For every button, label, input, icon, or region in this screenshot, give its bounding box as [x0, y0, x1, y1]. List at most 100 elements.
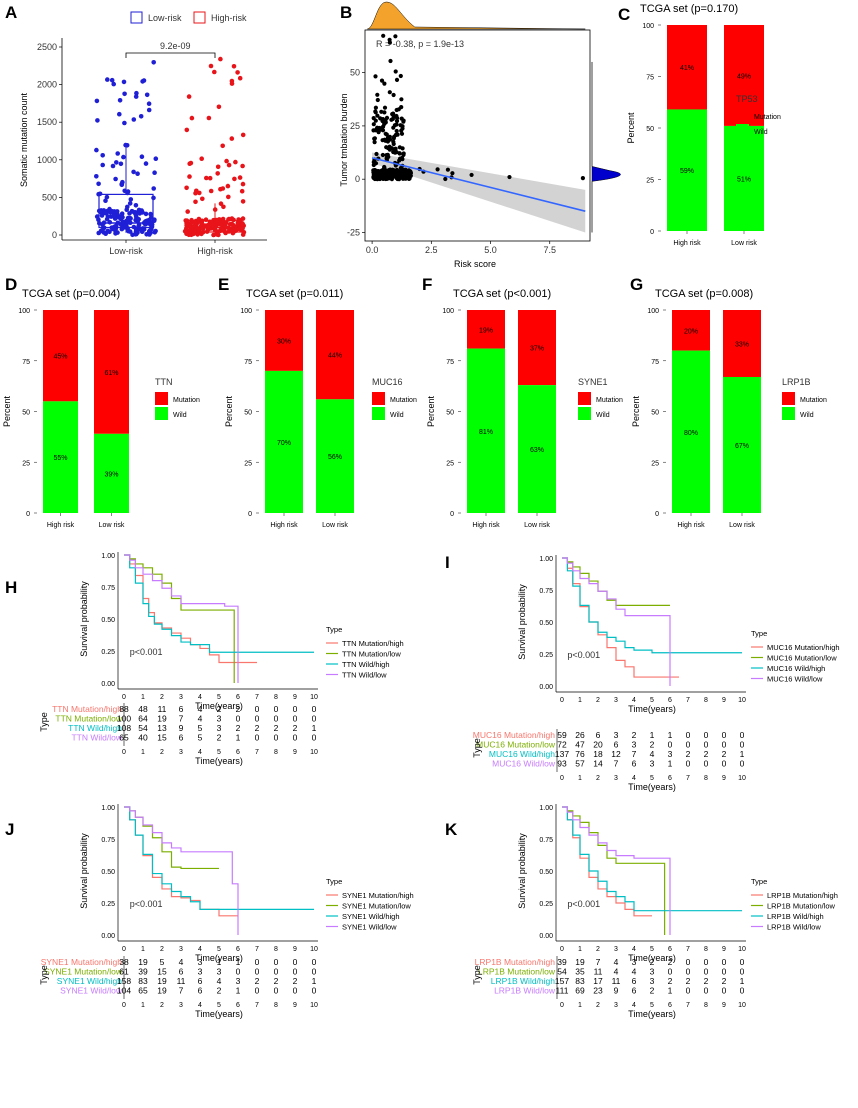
panel-a-point: [122, 91, 127, 97]
panel-a-point: [130, 209, 135, 214]
panel-a-point: [95, 118, 100, 123]
km-legend-label: SYNE1 Mutation/high: [342, 891, 414, 900]
panel-label-b: B: [340, 3, 352, 22]
risk-table-cell: 2: [668, 957, 673, 967]
panel-b-point: [375, 113, 380, 118]
risk-table-cell: 2: [632, 730, 637, 740]
risk-table-xlabel: Time(years): [628, 1009, 676, 1019]
risk-table-cell: 5: [198, 723, 203, 733]
panel-j-km-plot: 0.00 0.25 0.50 0.75 1.00 0 1 2 3 4 5 6 7 8 9 10 Time(yea…: [79, 804, 414, 963]
bar-ytick-label: 100: [642, 23, 654, 30]
risk-table-cell: 0: [722, 967, 727, 977]
risk-table-cell: 0: [312, 714, 317, 724]
panel-a-point: [115, 151, 120, 156]
risk-table-cell: 11: [612, 976, 621, 986]
km-xtick-label: 3: [179, 694, 183, 701]
panel-label-g: G: [630, 275, 643, 294]
risk-table-time-label: 9: [722, 775, 726, 782]
panel-a-point: [143, 161, 149, 166]
panel-a-point: [184, 218, 190, 223]
panel-a-point: [223, 222, 228, 227]
km-xtick-label: 6: [236, 946, 240, 953]
risk-table-cell: 0: [668, 740, 673, 750]
panel-a-point: [189, 115, 195, 121]
panel-a-point: [185, 209, 190, 214]
km-ytick-label: 0.50: [101, 869, 115, 876]
bar-legend-title: MUC16: [372, 377, 403, 387]
panel-a-point: [226, 216, 232, 222]
panel-a-point: [240, 199, 246, 204]
panel-b-point: [383, 138, 388, 143]
km-ylabel: Survival probability: [517, 833, 527, 909]
panel-b-point: [372, 140, 377, 145]
bar-xtick-label: High risk: [47, 522, 75, 529]
km-pvalue: p<0.001: [130, 899, 163, 909]
risk-table-time-label: 4: [198, 749, 202, 756]
risk-table-time-label: 4: [198, 1002, 202, 1009]
km-xtick-label: 2: [596, 946, 600, 953]
risk-table-cell: 2: [686, 976, 691, 986]
bar-wild-label: 56%: [328, 454, 342, 461]
panel-a-point: [120, 179, 125, 185]
km-legend-label: MUC16 Wild/low: [767, 675, 823, 684]
risk-table-cell: 35: [575, 967, 585, 977]
panel-e-stacked-bar: TCGA set (p=0.011) Percent 0 25 50 75 100 30% 70…: [224, 288, 417, 529]
panel-a-point: [124, 207, 129, 212]
bar-mutation-label: 44%: [328, 353, 342, 360]
km-xtick-label: 3: [179, 946, 183, 953]
risk-table-row-label: SYNE1 Mutation/low: [44, 967, 123, 977]
bar-wild-segment: [265, 370, 303, 513]
risk-table-cell: 2: [650, 740, 655, 750]
risk-table-cell: 3: [198, 957, 203, 967]
km-legend-label: SYNE1 Wild/low: [342, 923, 397, 932]
risk-table-cell: 6: [632, 976, 637, 986]
panel-label-e: E: [218, 275, 229, 294]
risk-table-cell: 0: [274, 957, 279, 967]
risk-table-time-label: 2: [596, 1002, 600, 1009]
risk-table-cell: 2: [255, 976, 260, 986]
panel-d-ylabel: Percent: [2, 395, 12, 427]
survival-panels: 0.000.250.500.751.000 1 2 3 4 5 6 7 8 9 10Time(yea…: [39, 552, 840, 1019]
bar-legend-title: SYNE1: [578, 377, 608, 387]
panel-a-point: [240, 226, 245, 231]
risk-table-cell: 7: [614, 759, 619, 769]
risk-table-time-label: 6: [236, 1002, 240, 1009]
km-xtick-label: 5: [650, 946, 654, 953]
risk-table-cell: 0: [722, 759, 727, 769]
bar-legend-mutation-label: Mutation: [754, 114, 781, 121]
panel-b-point: [395, 132, 400, 137]
risk-table-cell: 2: [293, 976, 298, 986]
panel-a-point: [133, 213, 139, 218]
panel-b-point: [382, 105, 388, 110]
bar-xtick-label: High risk: [677, 522, 705, 529]
bar-wild-label: 81%: [479, 429, 493, 436]
panel-a-point: [122, 120, 127, 126]
bar-xtick-label: High risk: [270, 522, 298, 529]
panel-a-point: [134, 231, 139, 237]
bar-ytick-label: 100: [18, 308, 30, 315]
km-ytick-label: 0.75: [539, 588, 553, 595]
panel-b-point: [397, 158, 402, 163]
risk-table-cell: 6: [198, 976, 203, 986]
panel-a-point: [229, 81, 235, 86]
risk-table-row-label: TTN Mutation/low: [55, 714, 122, 724]
panel-c-stacked-bar: TCGA set (p=0.170) Percent 0 25 50 75 100 41% 59…: [626, 3, 781, 247]
km-xlabel: Time(years): [628, 704, 676, 714]
panel-a-point: [212, 69, 217, 75]
panel-a-point: [215, 164, 221, 170]
panel-a-point: [117, 111, 122, 117]
panel-a-point: [186, 94, 192, 99]
bar-legend-wild-label: Wild: [173, 412, 187, 419]
panel-a-point: [146, 107, 152, 113]
km-xtick-label: 10: [310, 694, 318, 701]
panel-b-point: [383, 118, 388, 123]
panel-label-c: C: [618, 5, 630, 24]
panel-b-point: [381, 124, 386, 129]
risk-table-cell: 0: [255, 986, 260, 996]
risk-table-cell: 0: [740, 759, 745, 769]
risk-table-time-label: 7: [255, 1002, 259, 1009]
km-xtick-label: 8: [274, 946, 278, 953]
panel-b-xtick-label: 7.5: [543, 245, 556, 255]
panel-a-point: [114, 209, 120, 214]
bar-ytick-label: 75: [22, 359, 30, 366]
